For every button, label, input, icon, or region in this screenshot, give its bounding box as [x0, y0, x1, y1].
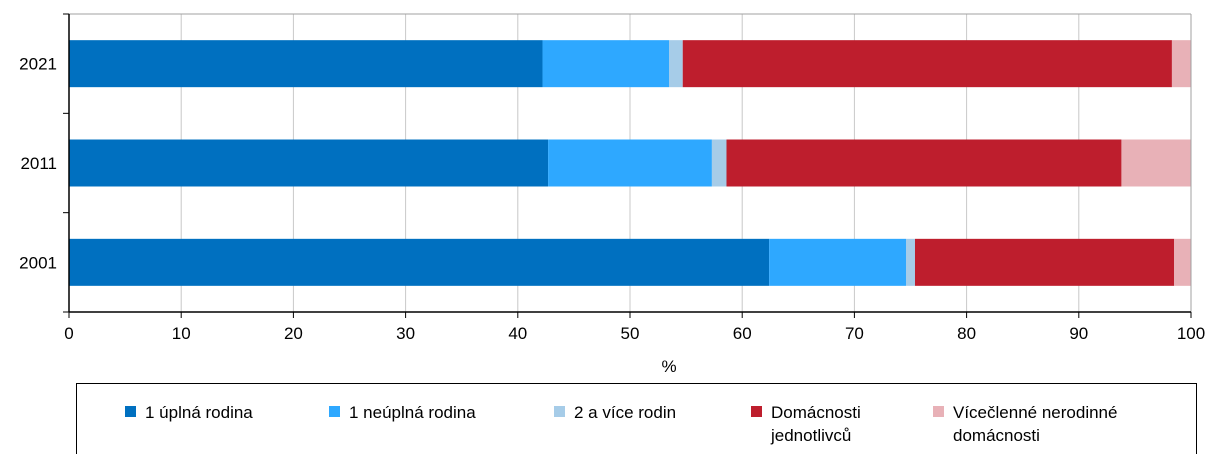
- x-tick-label: 90: [1069, 324, 1088, 343]
- legend-label: 1 neúplná rodina: [349, 403, 476, 422]
- tick-labels: 0 10 20 30 40 50 60 70 80 90 100 2021 2011 2001: [19, 55, 1205, 343]
- bars: [69, 40, 1191, 286]
- legend-item: Domácnosti jednotlivců: [751, 401, 861, 447]
- legend-item: 2 a více rodin: [554, 401, 676, 424]
- legend-label: 2 a více rodin: [574, 403, 677, 422]
- legend-swatch: [933, 406, 944, 417]
- bar-segment: [1174, 238, 1191, 286]
- chart: 0 10 20 30 40 50 60 70 80 90 100 2021 2011 2001 %: [19, 13, 1205, 376]
- x-tick-label: 40: [508, 324, 527, 343]
- legend-swatch: [751, 406, 762, 417]
- legend-swatch: [329, 406, 340, 417]
- legend-swatch: [125, 406, 136, 417]
- legend: 1 úplná rodina 1 neúplná rodina 2 a více r…: [76, 383, 1197, 454]
- bar-segment: [669, 40, 683, 88]
- bar-segment: [914, 238, 1175, 286]
- legend-item: 1 neúplná rodina: [329, 401, 476, 424]
- bar-segment: [906, 238, 915, 286]
- bar-segment: [69, 139, 549, 187]
- bar-segment: [711, 139, 727, 187]
- x-tick-label: 60: [733, 324, 752, 343]
- bar-segment: [1121, 139, 1191, 187]
- x-tick-label: 70: [845, 324, 864, 343]
- bar-segment: [69, 238, 770, 286]
- bar-segment: [682, 40, 1172, 88]
- bar-segment: [726, 139, 1122, 187]
- y-tick-label: 2021: [19, 55, 57, 74]
- y-tick-label: 2001: [19, 253, 57, 272]
- x-tick-label: 10: [172, 324, 191, 343]
- legend-label: Domácnosti jednotlivců: [771, 403, 861, 445]
- legend-label: Vícečlenné nerodinné domácnosti: [953, 403, 1118, 445]
- x-tick-label: 30: [396, 324, 415, 343]
- legend-item: 1 úplná rodina: [125, 401, 253, 424]
- x-tick-label: 100: [1177, 324, 1205, 343]
- legend-swatch: [554, 406, 565, 417]
- bar-segment: [548, 139, 712, 187]
- bar-segment: [1171, 40, 1191, 88]
- x-tick-label: 20: [284, 324, 303, 343]
- x-tick-label: 50: [621, 324, 640, 343]
- y-tick-label: 2011: [20, 154, 57, 173]
- bar-segment: [542, 40, 670, 88]
- x-axis-title: %: [661, 357, 676, 376]
- bar-segment: [69, 40, 543, 88]
- x-tick-label: 80: [957, 324, 976, 343]
- legend-label: 1 úplná rodina: [145, 403, 253, 422]
- legend-item: Vícečlenné nerodinné domácnosti: [933, 401, 1117, 447]
- x-tick-label: 0: [64, 324, 73, 343]
- bar-segment: [769, 238, 907, 286]
- axes: [63, 13, 1192, 318]
